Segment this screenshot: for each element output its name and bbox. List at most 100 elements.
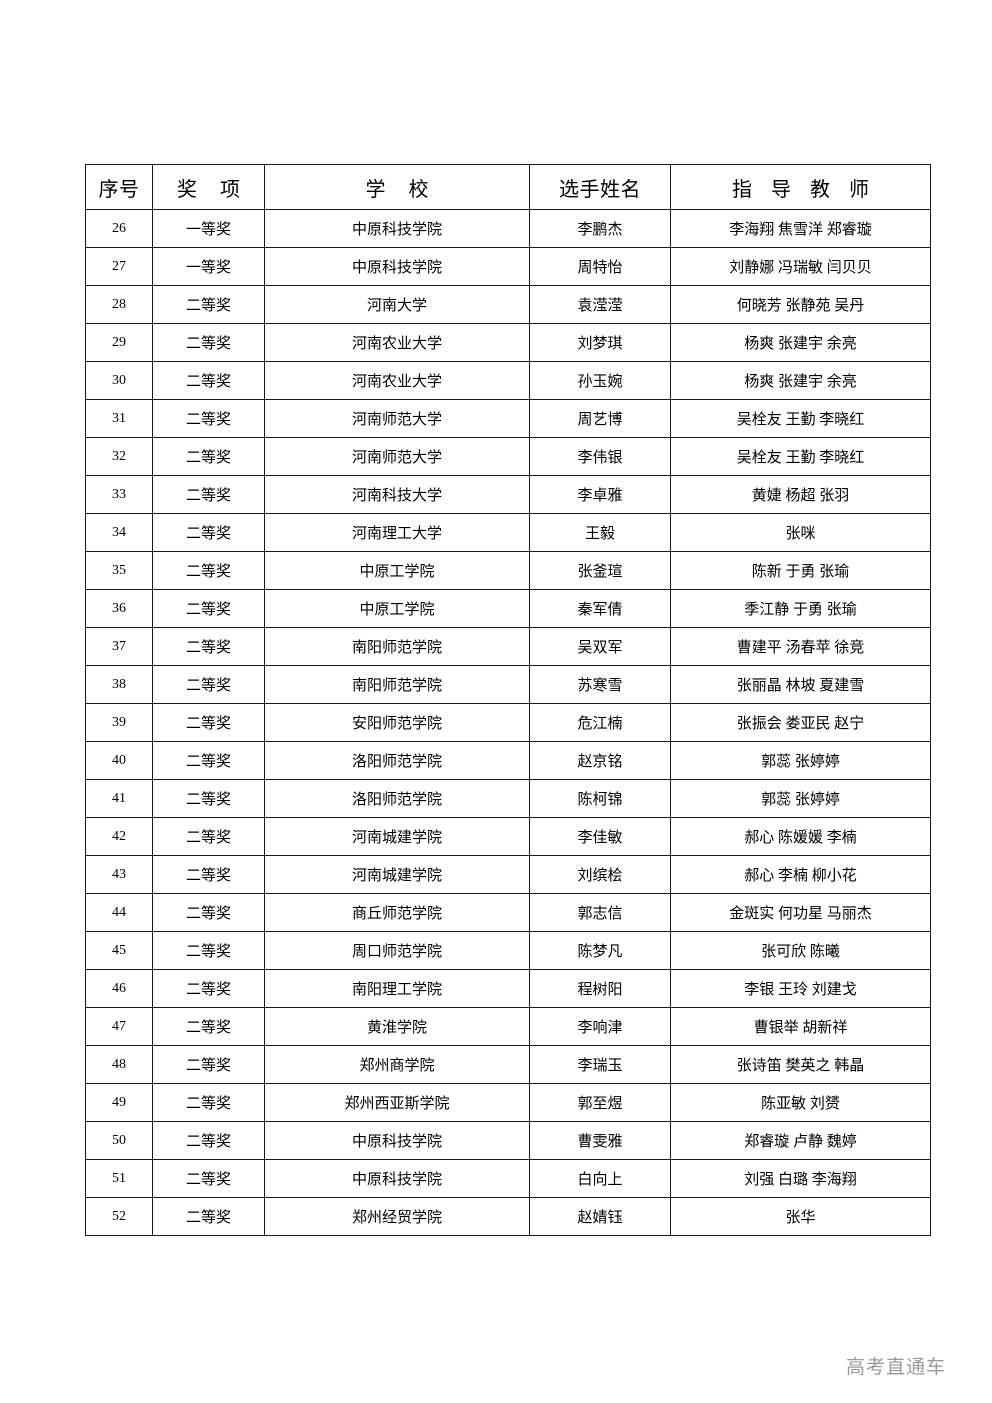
cell-seq: 27 [85,247,153,286]
cell-player: 程树阳 [529,969,671,1008]
cell-player: 李卓雅 [529,475,671,514]
cell-school: 洛阳师范学院 [264,741,530,780]
table-row: 29 二等奖 河南农业大学 刘梦琪 杨爽 张建宇 余亮 [85,323,931,362]
cell-school: 周口师范学院 [264,931,530,970]
cell-award: 二等奖 [152,475,265,514]
cell-award: 二等奖 [152,399,265,438]
cell-player: 白向上 [529,1159,671,1198]
cell-school: 河南师范大学 [264,437,530,476]
cell-player: 袁滢滢 [529,285,671,324]
cell-player: 秦军倩 [529,589,671,628]
table-row: 42 二等奖 河南城建学院 李佳敏 郝心 陈媛媛 李楠 [85,817,931,856]
cell-seq: 38 [85,665,153,704]
cell-award: 二等奖 [152,1007,265,1046]
cell-player: 王毅 [529,513,671,552]
table-row: 39 二等奖 安阳师范学院 危江楠 张振会 娄亚民 赵宁 [85,703,931,742]
cell-teacher: 张咪 [670,513,931,552]
cell-school: 中原工学院 [264,589,530,628]
cell-award: 二等奖 [152,741,265,780]
cell-school: 黄淮学院 [264,1007,530,1046]
cell-player: 孙玉婉 [529,361,671,400]
column-header-award: 奖 项 [152,164,265,210]
cell-teacher: 曹银举 胡新祥 [670,1007,931,1046]
cell-award: 二等奖 [152,323,265,362]
cell-award: 二等奖 [152,1197,265,1236]
cell-seq: 48 [85,1045,153,1084]
cell-teacher: 刘强 白璐 李海翔 [670,1159,931,1198]
cell-teacher: 张诗笛 樊英之 韩晶 [670,1045,931,1084]
cell-player: 危江楠 [529,703,671,742]
table-row: 36 二等奖 中原工学院 秦军倩 季江静 于勇 张瑜 [85,589,931,628]
cell-seq: 30 [85,361,153,400]
column-header-seq: 序号 [85,164,153,210]
cell-player: 苏寒雪 [529,665,671,704]
cell-player: 周特怡 [529,247,671,286]
cell-teacher: 杨爽 张建宇 余亮 [670,323,931,362]
cell-teacher: 曹建平 汤春苹 徐竞 [670,627,931,666]
cell-teacher: 张振会 娄亚民 赵宁 [670,703,931,742]
cell-school: 河南农业大学 [264,323,530,362]
table-row: 30 二等奖 河南农业大学 孙玉婉 杨爽 张建宇 余亮 [85,361,931,400]
cell-award: 二等奖 [152,627,265,666]
table-row: 43 二等奖 河南城建学院 刘缤桧 郝心 李楠 柳小花 [85,855,931,894]
table-row: 33 二等奖 河南科技大学 李卓雅 黄婕 杨超 张羽 [85,475,931,514]
cell-seq: 33 [85,475,153,514]
table-row: 47 二等奖 黄淮学院 李响津 曹银举 胡新祥 [85,1007,931,1046]
cell-teacher: 张华 [670,1197,931,1236]
cell-seq: 42 [85,817,153,856]
cell-award: 二等奖 [152,931,265,970]
cell-teacher: 陈新 于勇 张瑜 [670,551,931,590]
cell-award: 二等奖 [152,665,265,704]
cell-player: 李响津 [529,1007,671,1046]
cell-school: 郑州西亚斯学院 [264,1083,530,1122]
cell-seq: 34 [85,513,153,552]
cell-school: 河南科技大学 [264,475,530,514]
cell-award: 二等奖 [152,551,265,590]
cell-school: 河南城建学院 [264,855,530,894]
cell-school: 中原科技学院 [264,209,530,248]
cell-player: 李伟银 [529,437,671,476]
cell-player: 李鹏杰 [529,209,671,248]
cell-award: 二等奖 [152,361,265,400]
table-row: 38 二等奖 南阳师范学院 苏寒雪 张丽晶 林坡 夏建雪 [85,665,931,704]
cell-award: 一等奖 [152,209,265,248]
cell-award: 二等奖 [152,779,265,818]
cell-school: 商丘师范学院 [264,893,530,932]
cell-seq: 45 [85,931,153,970]
table-row: 52 二等奖 郑州经贸学院 赵婧钰 张华 [85,1197,931,1236]
cell-award: 二等奖 [152,703,265,742]
cell-teacher: 陈亚敏 刘赟 [670,1083,931,1122]
cell-seq: 31 [85,399,153,438]
cell-school: 河南师范大学 [264,399,530,438]
cell-award: 二等奖 [152,969,265,1008]
cell-teacher: 李银 王玲 刘建戈 [670,969,931,1008]
cell-school: 郑州商学院 [264,1045,530,1084]
cell-award: 二等奖 [152,1159,265,1198]
cell-school: 洛阳师范学院 [264,779,530,818]
cell-award: 二等奖 [152,1045,265,1084]
cell-school: 郑州经贸学院 [264,1197,530,1236]
cell-award: 二等奖 [152,1121,265,1160]
cell-teacher: 郑睿璇 卢静 魏婷 [670,1121,931,1160]
cell-teacher: 刘静娜 冯瑞敏 闫贝贝 [670,247,931,286]
cell-seq: 37 [85,627,153,666]
table-row: 41 二等奖 洛阳师范学院 陈柯锦 郭蕊 张婷婷 [85,779,931,818]
cell-teacher: 吴栓友 王勤 李晓红 [670,437,931,476]
table-row: 32 二等奖 河南师范大学 李伟银 吴栓友 王勤 李晓红 [85,437,931,476]
cell-seq: 36 [85,589,153,628]
cell-teacher: 金斑实 何功星 马丽杰 [670,893,931,932]
cell-player: 张釜瑄 [529,551,671,590]
cell-player: 曹雯雅 [529,1121,671,1160]
column-header-player: 选手姓名 [529,164,671,210]
cell-teacher: 郝心 陈媛媛 李楠 [670,817,931,856]
cell-seq: 26 [85,209,153,248]
cell-player: 陈梦凡 [529,931,671,970]
cell-seq: 47 [85,1007,153,1046]
cell-school: 河南城建学院 [264,817,530,856]
cell-school: 河南大学 [264,285,530,324]
table-row: 28 二等奖 河南大学 袁滢滢 何晓芳 张静苑 吴丹 [85,285,931,324]
cell-player: 郭至煜 [529,1083,671,1122]
table-row: 37 二等奖 南阳师范学院 吴双军 曹建平 汤春苹 徐竞 [85,627,931,666]
table-body: 26 一等奖 中原科技学院 李鹏杰 李海翔 焦雪洋 郑睿璇 27 一等奖 中原科技学院 周特怡刘… [85,209,931,1236]
